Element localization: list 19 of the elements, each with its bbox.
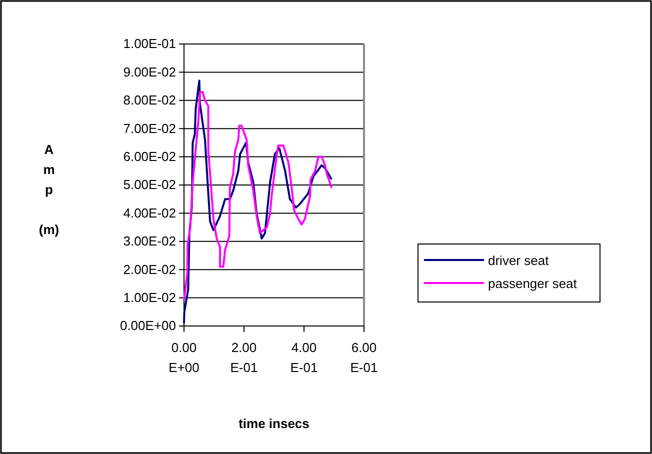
y-tick-label: 7.00E-02 bbox=[123, 120, 176, 136]
y-tick-label: 9.00E-02 bbox=[123, 64, 176, 80]
x-tick-label: 6.00E-01 bbox=[350, 340, 378, 375]
x-tick-label: 0.00E+00 bbox=[168, 340, 200, 375]
legend-label: driver seat bbox=[488, 253, 550, 268]
y-tick-label: 3.00E-02 bbox=[123, 234, 176, 249]
y-tick-label: 2.00E-02 bbox=[123, 262, 176, 277]
y-tick-label: 4.00E-02 bbox=[123, 205, 176, 220]
y-tick-label: 1.00E-01 bbox=[123, 36, 176, 52]
text: Amp (m) bbox=[38, 142, 60, 237]
y-tick-label: 5.00E-02 bbox=[123, 177, 176, 192]
y-tick-label: 8.00E-02 bbox=[123, 92, 176, 108]
x-tick-label: 4.00E-01 bbox=[290, 340, 318, 375]
x-tick-label: 2.00E-01 bbox=[230, 340, 258, 375]
y-tick-label: 0.00E+00 bbox=[120, 318, 176, 334]
x-axis-title: time insecs bbox=[238, 416, 310, 431]
legend-label: passenger seat bbox=[488, 276, 578, 291]
y-tick-label: 6.00E-02 bbox=[123, 148, 176, 164]
y-tick-label: 1.00E-02 bbox=[123, 290, 176, 305]
